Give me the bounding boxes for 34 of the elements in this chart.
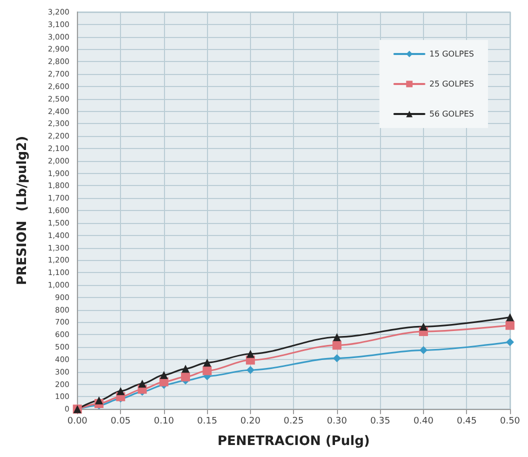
x-tick-label: 0.15 — [197, 416, 218, 427]
point — [202, 366, 212, 376]
point — [95, 396, 103, 404]
point — [506, 338, 514, 346]
legend-label: 25 GOLPES — [429, 80, 474, 88]
x-tick-label: 0.05 — [110, 416, 131, 427]
point — [506, 320, 514, 330]
x-tick-label: 0.50 — [500, 416, 520, 427]
x-tick-label: 0.00 — [67, 416, 88, 427]
point — [203, 358, 212, 367]
point — [246, 366, 254, 374]
x-tick-label: 0.45 — [456, 416, 477, 427]
point — [332, 340, 342, 350]
x-tick-label: 0.30 — [326, 416, 348, 427]
x-tick-label: 0.40 — [413, 416, 434, 427]
point — [332, 354, 341, 362]
legend-label: 56 GOLPES — [429, 110, 474, 118]
point — [138, 380, 146, 388]
legend-label: 15 GOLPES — [429, 50, 474, 58]
x-tick-label: 0.25 — [284, 416, 304, 427]
x-tick-label: 0.35 — [370, 416, 390, 427]
point — [182, 364, 190, 373]
point — [116, 387, 125, 396]
point — [419, 322, 428, 331]
point — [160, 370, 168, 379]
x-tick-label: 0.10 — [154, 416, 174, 427]
x-axis-title: PENETRACION (Pulg) — [218, 434, 370, 449]
y-axis-title: PRESION (Lb/pulg2) — [15, 136, 30, 286]
point — [506, 313, 514, 322]
point — [181, 372, 190, 382]
point — [332, 333, 341, 342]
x-tick-label: 0.20 — [240, 416, 261, 427]
point — [419, 346, 428, 354]
point — [246, 350, 254, 358]
